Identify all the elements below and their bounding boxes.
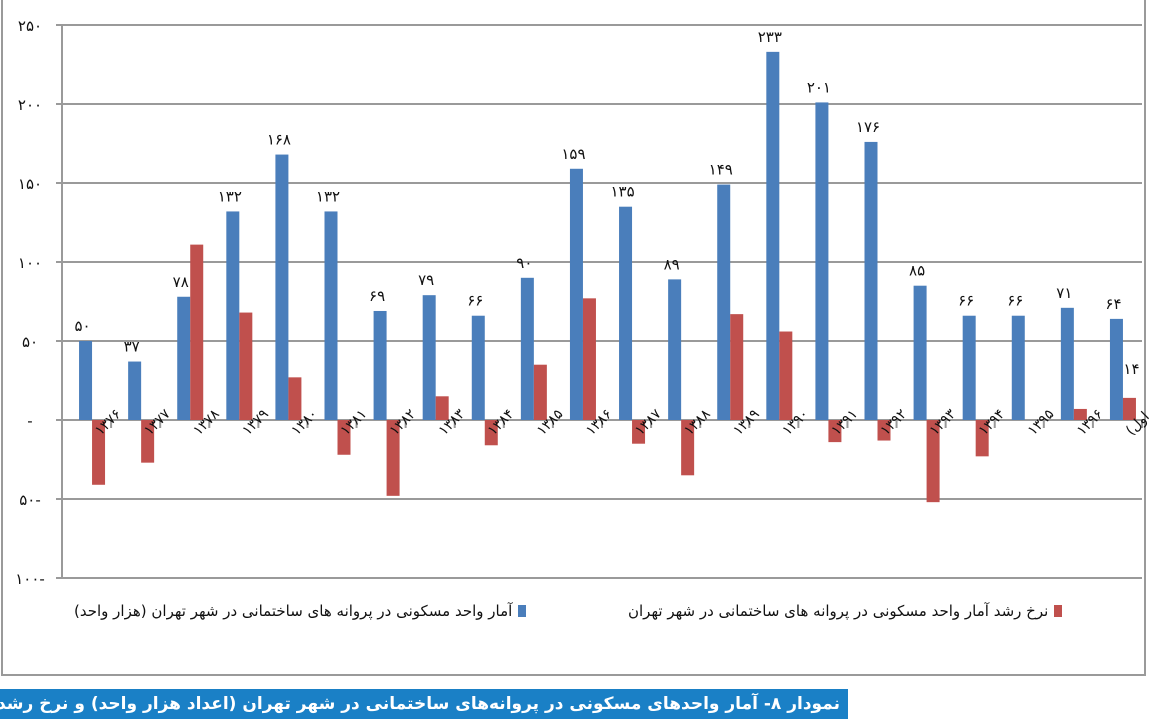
bar-chart: ۲۵۰۲۰۰۱۵۰۱۰۰۵۰-۵۰-۱۰۰-۵۰۱۳۷۶۳۷۱۳۷۷۷۸۱۳۷۸… — [15, 17, 1150, 588]
y-tick-label: ۱۰۰ — [18, 254, 42, 272]
figure-caption: نمودار ۸- آمار واحدهای مسکونی در پروانه‌… — [0, 689, 848, 719]
legend-swatch-blue — [518, 605, 527, 617]
bar-units — [1060, 307, 1074, 420]
y-tick-label: ۲۰۰ — [18, 96, 42, 114]
bar-units — [864, 141, 878, 421]
y-tick-label: ۵۰- — [19, 491, 41, 509]
y-tick-label: - — [27, 412, 32, 430]
data-label-units: ۱۵۹ — [561, 145, 585, 163]
bar-units — [373, 310, 387, 420]
data-label-units: ۱۶۸ — [267, 131, 291, 149]
data-label-units: ۶۹ — [369, 287, 385, 305]
legend-label-growth-rate: نرخ رشد آمار واحد مسکونی در پروانه های س… — [628, 602, 1049, 620]
bar-growth-rate — [926, 420, 940, 503]
bar-growth-rate — [681, 420, 695, 476]
data-label-units: ۱۷۶ — [856, 118, 880, 136]
bar-growth-rate — [730, 314, 744, 420]
data-label-units: ۸۵ — [909, 262, 925, 280]
bar-units — [962, 315, 976, 420]
bar-units — [1109, 318, 1123, 420]
data-label-units: ۶۶ — [958, 292, 974, 310]
data-label-units: ۷۸ — [173, 273, 189, 291]
bar-units — [324, 211, 338, 420]
legend-swatch-red — [1054, 605, 1063, 617]
data-label-units: ۷۱ — [1056, 284, 1072, 302]
bar-units — [766, 51, 780, 421]
data-label-units: ۲۰۱ — [807, 78, 831, 96]
bar-growth-rate — [877, 420, 891, 441]
bar-growth-rate — [1073, 408, 1087, 420]
legend-item-units: آمار واحد مسکونی در پروانه های ساختمانی … — [74, 602, 527, 620]
data-label-units: ۹۰ — [516, 254, 532, 272]
data-label-units: ۳۷ — [124, 338, 140, 356]
bar-growth-rate — [337, 420, 351, 455]
bar-growth-rate — [239, 312, 253, 420]
data-label-growth-rate: ۱۴ — [1123, 360, 1139, 378]
data-label-units: ۶۴ — [1105, 295, 1121, 313]
data-label-units: ۱۴۹ — [709, 161, 733, 179]
data-label-units: ۷۹ — [418, 271, 434, 289]
bar-units — [619, 206, 633, 420]
bar-units — [913, 285, 927, 420]
bar-units — [128, 361, 142, 420]
bar-growth-rate — [975, 420, 989, 457]
data-label-units: ۱۳۵ — [610, 183, 634, 201]
bar-growth-rate — [779, 331, 793, 420]
bar-growth-rate — [533, 364, 547, 420]
data-label-units: ۶۶ — [1007, 292, 1023, 310]
bar-units — [226, 211, 240, 420]
bar-growth-rate — [141, 420, 155, 463]
bar-growth-rate — [632, 420, 646, 444]
data-label-units: ۱۳۲ — [218, 187, 242, 205]
bar-units — [79, 341, 93, 420]
data-label-units: ۵۰ — [74, 317, 90, 335]
bar-growth-rate — [484, 420, 498, 446]
bar-units — [422, 295, 436, 420]
bar-growth-rate — [190, 244, 204, 420]
data-label-units: ۸۹ — [664, 255, 680, 273]
data-label-units: ۲۳۳ — [758, 28, 782, 46]
bar-units — [177, 296, 191, 420]
y-tick-label: ۵۰ — [22, 333, 38, 351]
bar-growth-rate — [1122, 397, 1136, 420]
bar-units — [1011, 315, 1025, 420]
bar-units — [815, 102, 829, 421]
x-tick-label: ۱۳۹۵ — [1025, 406, 1058, 439]
bar-growth-rate — [582, 298, 596, 420]
legend-item-growth-rate: نرخ رشد آمار واحد مسکونی در پروانه های س… — [628, 602, 1063, 620]
bar-units — [668, 279, 682, 420]
bar-units — [275, 154, 289, 420]
data-label-units: ۱۳۲ — [316, 187, 340, 205]
legend-label-units: آمار واحد مسکونی در پروانه های ساختمانی … — [74, 602, 513, 620]
chart-frame — [1, 0, 1146, 676]
y-tick-label: ۱۰۰- — [15, 570, 45, 588]
y-tick-label: ۲۵۰ — [18, 17, 42, 35]
y-tick-label: ۱۵۰ — [18, 175, 42, 193]
bar-units — [569, 168, 583, 420]
data-label-units: ۶۶ — [467, 292, 483, 310]
bar-growth-rate — [828, 420, 842, 443]
bar-units — [717, 184, 731, 420]
bar-growth-rate — [386, 420, 400, 496]
bar-growth-rate — [435, 396, 449, 420]
bar-growth-rate — [288, 377, 302, 420]
bar-growth-rate — [92, 420, 106, 485]
bar-units — [520, 277, 534, 420]
bar-units — [471, 315, 485, 420]
